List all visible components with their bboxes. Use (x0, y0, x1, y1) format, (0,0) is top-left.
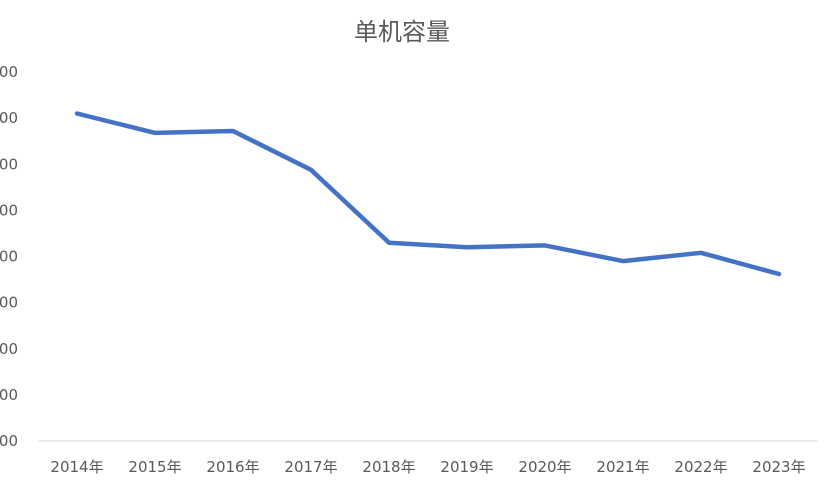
y-tick-label: 00 (0, 201, 18, 219)
x-axis-tick-labels: 2014年 2015年 2016年 2017年 2018年 2019年 2020年 2021年… (50, 458, 805, 476)
y-axis-tick-labels: 00 00 00 00 00 00 00 00 00 (0, 63, 18, 450)
chart-title: 单机容量 (354, 18, 450, 46)
x-tick-label: 2018年 (362, 458, 415, 476)
x-tick-label: 2022年 (674, 458, 727, 476)
y-tick-label: 00 (0, 432, 18, 450)
series-line (74, 111, 782, 277)
y-tick-label: 00 (0, 63, 18, 81)
x-tick-label: 2023年 (752, 458, 805, 476)
x-tick-label: 2014年 (50, 458, 103, 476)
x-tick-label: 2021年 (596, 458, 649, 476)
y-tick-label: 00 (0, 248, 18, 266)
y-tick-label: 00 (0, 386, 18, 404)
x-tick-label: 2017年 (284, 458, 337, 476)
x-tick-label: 2019年 (440, 458, 493, 476)
x-tick-label: 2020年 (518, 458, 571, 476)
y-tick-label: 00 (0, 340, 18, 358)
y-tick-label: 00 (0, 294, 18, 312)
y-tick-label: 00 (0, 109, 18, 127)
y-tick-label: 00 (0, 155, 18, 173)
x-tick-label: 2016年 (206, 458, 259, 476)
series-group (74, 111, 782, 277)
x-tick-label: 2015年 (128, 458, 181, 476)
